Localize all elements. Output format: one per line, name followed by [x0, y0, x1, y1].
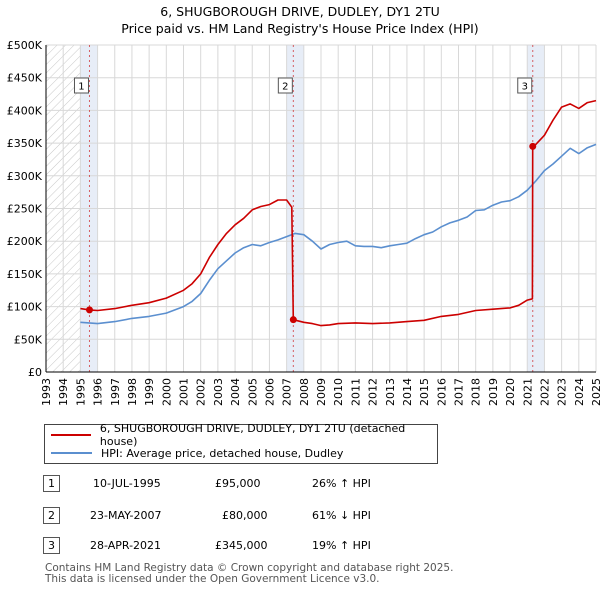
- x-tick-label: 2019: [487, 378, 500, 406]
- legend-swatch-property: [51, 434, 91, 436]
- y-tick-label: £500K: [7, 39, 43, 52]
- x-tick-label: 1998: [126, 378, 139, 406]
- x-tick-label: 2024: [573, 378, 586, 406]
- transaction-price: £345,000: [215, 539, 268, 552]
- y-tick-label: £450K: [7, 72, 43, 85]
- x-tick-label: 2004: [229, 378, 242, 406]
- x-tick-label: 2018: [470, 378, 483, 406]
- x-tick-label: 2015: [418, 378, 431, 406]
- sale-marker-box: [517, 77, 533, 94]
- transaction-price: £80,000: [222, 509, 268, 522]
- x-tick-label: 1993: [40, 378, 53, 406]
- x-tick-label: 2021: [521, 378, 534, 406]
- x-tick-label: 2001: [178, 378, 191, 406]
- transaction-number-badge: 2: [43, 507, 60, 524]
- y-tick-label: £300K: [7, 170, 43, 183]
- sale-marker-label: 1: [78, 82, 84, 93]
- y-tick-label: £100K: [7, 301, 43, 314]
- x-tick-label: 1996: [92, 378, 105, 406]
- sale-point: [529, 142, 537, 150]
- hpi-line: [80, 143, 597, 325]
- x-tick-label: 2022: [538, 378, 551, 406]
- x-tick-label: 1994: [57, 378, 70, 406]
- transaction-price: £95,000: [215, 477, 261, 490]
- x-tick-label: 2020: [504, 378, 517, 406]
- x-tick-label: 2002: [195, 378, 208, 406]
- sale-marker-box: [73, 77, 89, 94]
- y-tick-label: £350K: [7, 137, 43, 150]
- x-tick-label: 1999: [143, 378, 156, 406]
- transaction-number-badge: 1: [43, 475, 60, 492]
- transaction-number-badge: 3: [43, 537, 60, 554]
- x-tick-label: 2012: [367, 378, 380, 406]
- y-tick-label: £250K: [7, 203, 43, 216]
- x-tick-label: 1995: [74, 378, 87, 406]
- transaction-date: 28-APR-2021: [90, 539, 162, 552]
- sale-point: [289, 316, 297, 324]
- x-tick-label: 2016: [435, 378, 448, 406]
- x-tick-label: 2010: [332, 378, 345, 406]
- sale-marker-label: 2: [282, 82, 288, 93]
- footer-license: This data is licensed under the Open Gov…: [45, 573, 380, 585]
- x-tick-label: 2023: [556, 378, 569, 406]
- legend-item-hpi: HPI: Average price, detached house, Dudl…: [51, 445, 343, 461]
- x-tick-label: 2006: [263, 378, 276, 406]
- y-tick-label: £150K: [7, 268, 43, 281]
- x-tick-label: 2007: [281, 378, 294, 406]
- sale-marker-box: [277, 77, 293, 94]
- x-tick-label: 2005: [246, 378, 259, 406]
- x-tick-label: 2011: [349, 378, 362, 406]
- transaction-date: 10-JUL-1995: [93, 477, 161, 490]
- legend-item-property: 6, SHUGBOROUGH DRIVE, DUDLEY, DY1 2TU (d…: [51, 422, 437, 448]
- chart-subtitle: Price paid vs. HM Land Registry's House …: [121, 21, 479, 36]
- chart-title: 6, SHUGBOROUGH DRIVE, DUDLEY, DY1 2TU: [160, 4, 440, 19]
- y-tick-label: £400K: [7, 104, 43, 117]
- x-tick-label: 2009: [315, 378, 328, 406]
- sale-marker-label: 3: [522, 82, 528, 93]
- x-tick-label: 2017: [453, 378, 466, 406]
- x-tick-label: 2008: [298, 378, 311, 406]
- transaction-hpi-diff: 26% ↑ HPI: [312, 477, 371, 490]
- transaction-date: 23-MAY-2007: [90, 509, 162, 522]
- legend-label-hpi: HPI: Average price, detached house, Dudl…: [101, 446, 344, 460]
- legend-swatch-hpi: [51, 452, 92, 454]
- transaction-hpi-diff: 19% ↑ HPI: [312, 539, 371, 552]
- chart-legend: 6, SHUGBOROUGH DRIVE, DUDLEY, DY1 2TU (d…: [44, 422, 438, 464]
- price-chart: 1 2 3 1993 1994 1995 1996 1997 1998 1999 2000 2001…: [7, 39, 600, 406]
- legend-label-property: 6, SHUGBOROUGH DRIVE, DUDLEY, DY1 2TU (d…: [99, 422, 406, 448]
- y-tick-label: £50K: [14, 333, 43, 346]
- x-tick-label: 2013: [384, 378, 397, 406]
- sale-point: [85, 306, 93, 314]
- y-tick-label: £0: [28, 366, 42, 379]
- x-tick-label: 2014: [401, 378, 414, 406]
- x-tick-label: 2003: [212, 378, 225, 406]
- x-tick-label: 2025: [590, 378, 600, 406]
- x-tick-label: 2000: [160, 378, 173, 406]
- transaction-hpi-diff: 61% ↓ HPI: [312, 509, 371, 522]
- footer-copyright: Contains HM Land Registry data © Crown c…: [45, 562, 454, 574]
- x-tick-label: 1997: [109, 378, 122, 406]
- y-tick-label: £200K: [7, 235, 43, 248]
